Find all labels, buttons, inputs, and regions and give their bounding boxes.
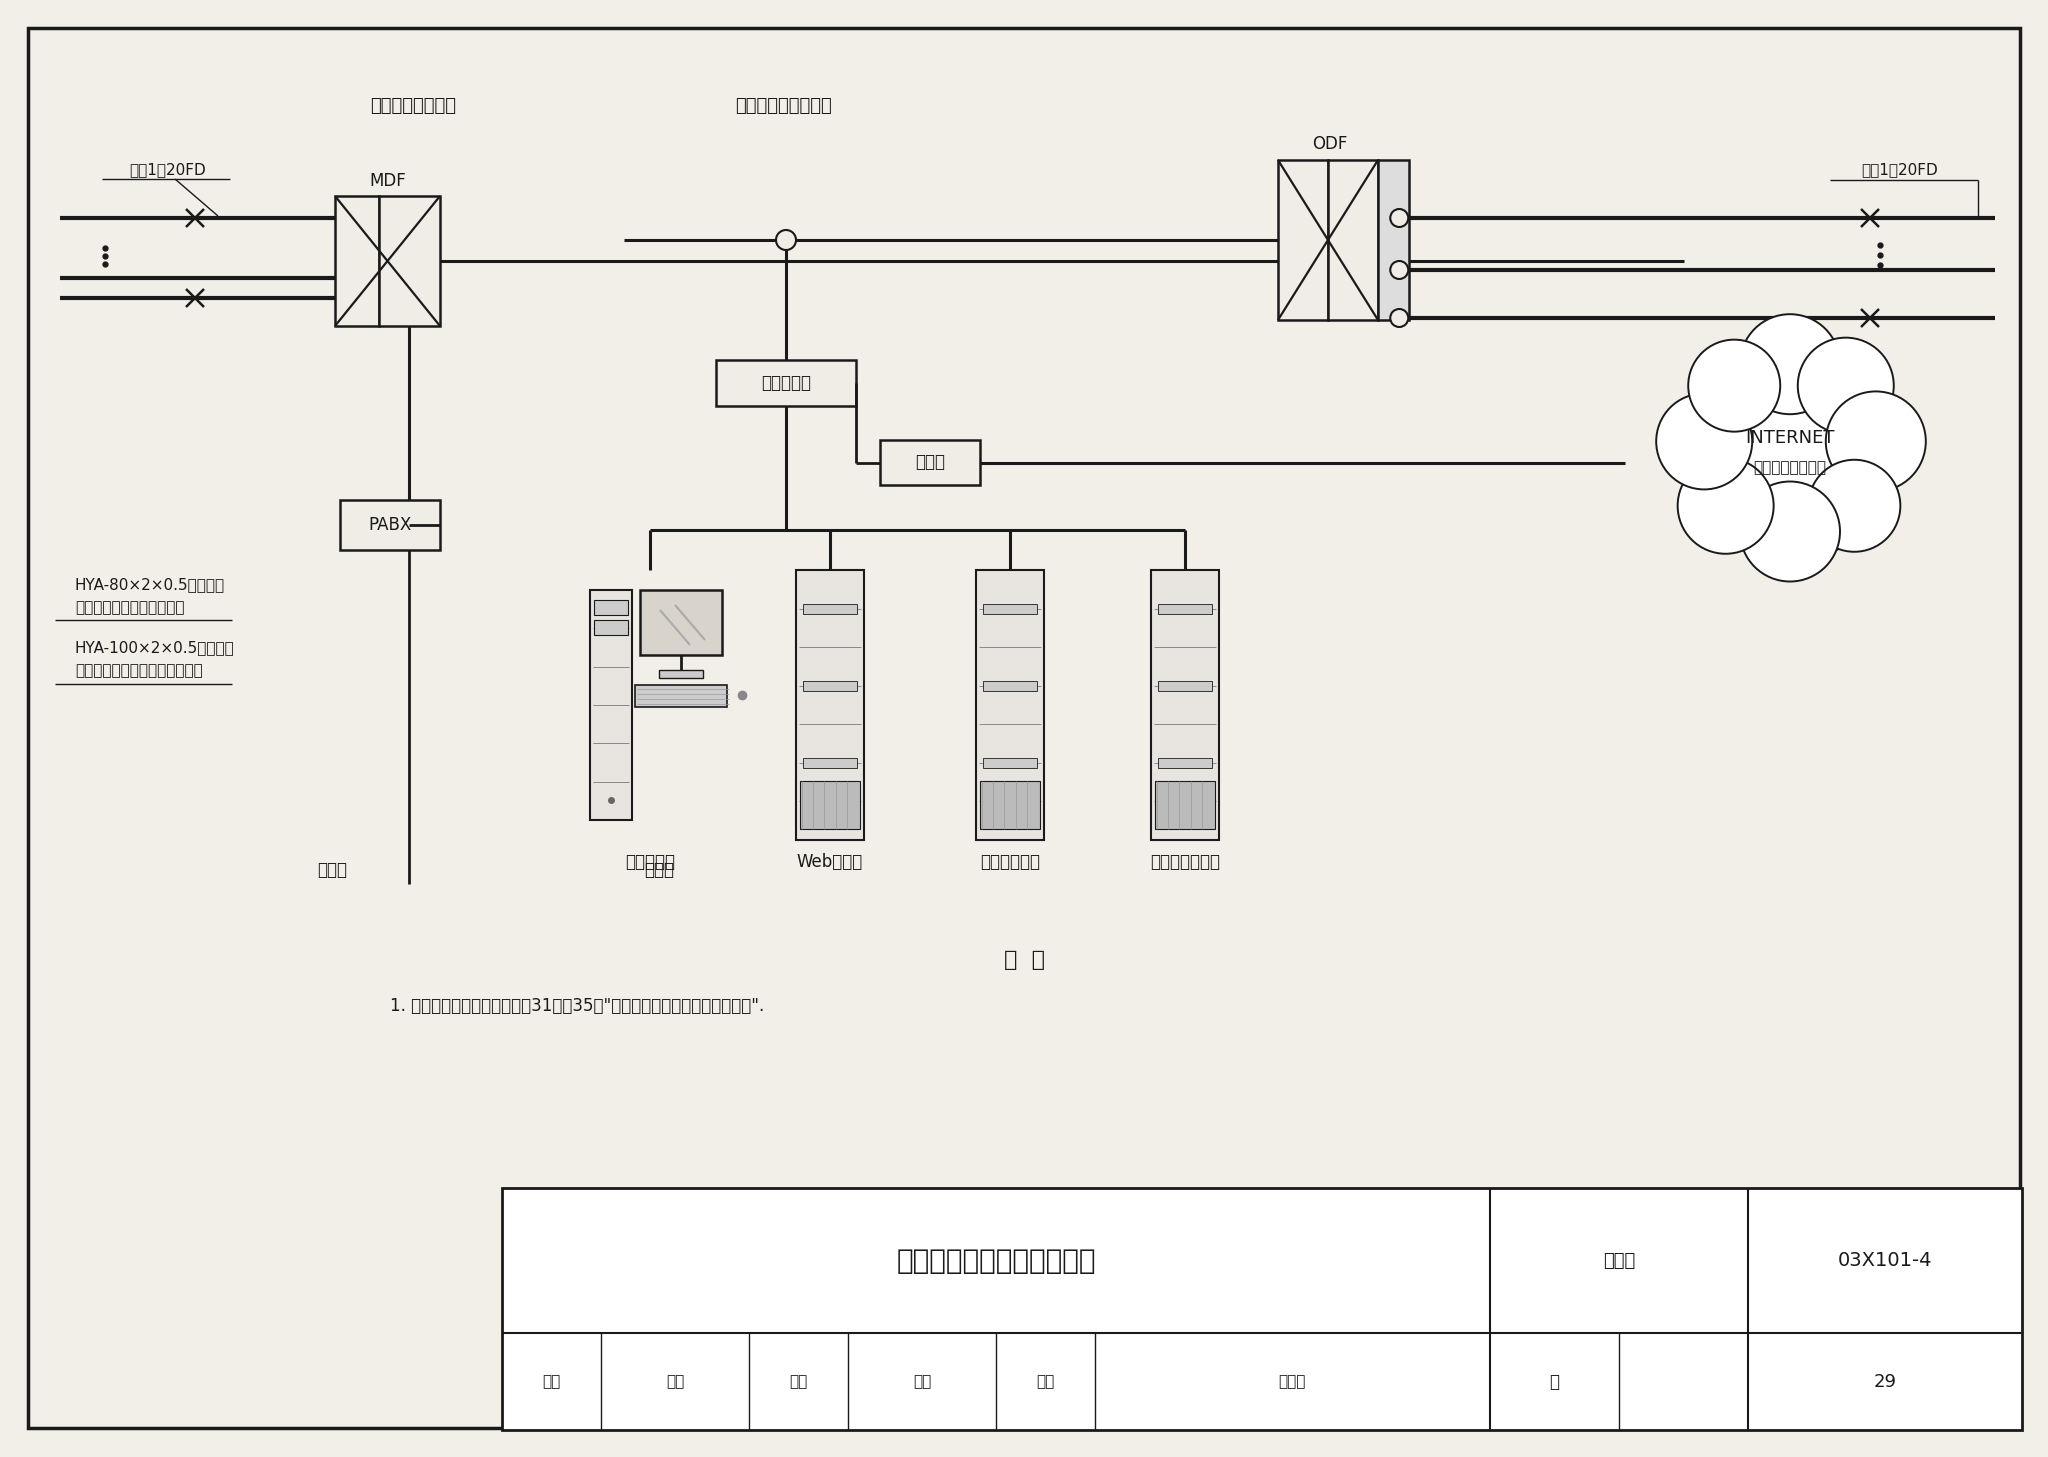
Bar [977, 570, 1044, 841]
Text: 1. 宾馆综合布线平面图详见第31页～35页"宾馆一～二十层综合布线平面图".: 1. 宾馆综合布线平面图详见第31页～35页"宾馆一～二十层综合布线平面图". [389, 997, 764, 1016]
Bar [983, 758, 1036, 768]
Bar [801, 781, 860, 829]
Bar [803, 603, 856, 613]
Text: 网络交换机: 网络交换机 [762, 374, 811, 392]
Bar [659, 670, 702, 678]
Bar [1327, 160, 1378, 321]
Circle shape [1798, 338, 1894, 434]
Bar [639, 590, 723, 656]
Text: ODF: ODF [1313, 136, 1348, 153]
Text: 设备间: 设备间 [643, 861, 674, 879]
Bar [1378, 160, 1409, 321]
Bar [604, 87, 1704, 887]
Text: HYA-80×2×0.5（市话中: HYA-80×2×0.5（市话中 [76, 577, 225, 593]
Text: 设备间: 设备间 [317, 861, 346, 879]
Bar [594, 621, 629, 635]
Text: 张宜: 张宜 [666, 1374, 684, 1389]
Bar [803, 758, 856, 768]
Text: 引至1～20FD: 引至1～20FD [129, 163, 207, 178]
Text: PABX: PABX [369, 516, 412, 535]
Text: 远程访问服务器: 远程访问服务器 [1151, 852, 1221, 871]
Bar [983, 603, 1036, 613]
Text: 继电缆，由交接设备引来）: 继电缆，由交接设备引来） [76, 600, 184, 615]
Text: 宾馆综合布线系统图（一）: 宾馆综合布线系统图（一） [897, 1247, 1096, 1275]
Circle shape [1679, 339, 1901, 559]
Bar [1157, 680, 1212, 691]
Text: 电话机房（三层）: 电话机房（三层） [371, 98, 457, 115]
Text: 通电话电缆，由交接设备引来）: 通电话电缆，由交接设备引来） [76, 663, 203, 679]
Bar [340, 500, 440, 549]
Text: 朱立形: 朱立形 [1278, 1374, 1307, 1389]
Text: （计算机互联网）: （计算机互联网） [1753, 460, 1827, 475]
Bar [803, 680, 856, 691]
Text: 校对: 校对 [788, 1374, 807, 1389]
Bar [797, 570, 864, 841]
Bar [717, 360, 856, 407]
Text: HYA-100×2×0.5（市话直: HYA-100×2×0.5（市话直 [76, 641, 236, 656]
Text: 数据库服务器: 数据库服务器 [981, 852, 1040, 871]
Text: 审核: 审核 [543, 1374, 561, 1389]
Text: 孙兰: 孙兰 [913, 1374, 932, 1389]
Bar [594, 600, 629, 615]
Bar [635, 685, 727, 707]
Text: 29: 29 [1874, 1372, 1896, 1390]
Bar [1151, 570, 1219, 841]
Circle shape [1827, 392, 1925, 491]
Circle shape [1391, 208, 1409, 227]
Bar [1157, 758, 1212, 768]
Circle shape [1657, 393, 1753, 490]
Text: 网络控制室（三层）: 网络控制室（三层） [735, 98, 831, 115]
Circle shape [1391, 261, 1409, 278]
Text: 引至1～20FD: 引至1～20FD [1862, 163, 1937, 178]
Circle shape [776, 230, 797, 251]
Bar [590, 590, 633, 820]
Circle shape [1741, 481, 1839, 581]
Bar [1157, 603, 1212, 613]
Text: 设计: 设计 [1036, 1374, 1055, 1389]
Circle shape [1688, 339, 1780, 431]
Bar [1155, 781, 1214, 829]
Text: 页: 页 [1550, 1372, 1561, 1390]
Text: Web服务器: Web服务器 [797, 852, 862, 871]
Circle shape [1677, 457, 1774, 554]
Circle shape [1741, 315, 1839, 414]
Text: 网管工作站: 网管工作站 [625, 852, 676, 871]
Bar [981, 781, 1040, 829]
Text: 说  明: 说 明 [1004, 950, 1044, 970]
Circle shape [1808, 460, 1901, 552]
Bar [336, 197, 379, 326]
Text: INTERNET: INTERNET [1745, 428, 1835, 447]
Bar [881, 440, 981, 485]
Bar [983, 680, 1036, 691]
Text: 图集号: 图集号 [1604, 1252, 1634, 1269]
Text: 03X101-4: 03X101-4 [1837, 1252, 1933, 1271]
Bar [242, 87, 604, 887]
Text: MDF: MDF [369, 172, 406, 189]
Circle shape [1391, 309, 1409, 326]
Text: 路由器: 路由器 [915, 453, 944, 472]
Bar [1278, 160, 1327, 321]
Bar [379, 197, 440, 326]
Bar [502, 1187, 2021, 1429]
